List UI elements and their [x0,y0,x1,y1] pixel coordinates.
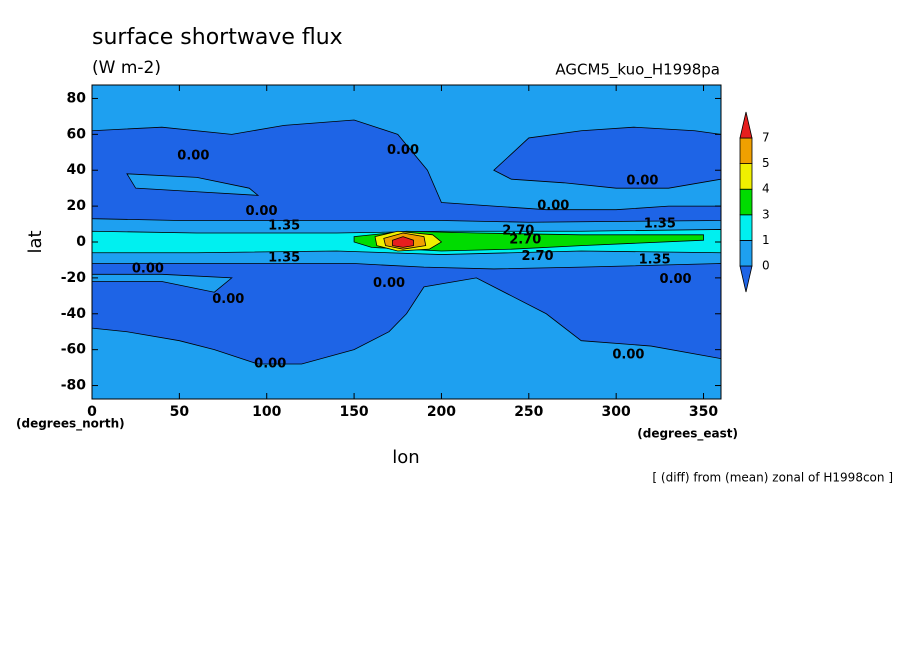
colorbar-label: 7 [762,131,770,145]
model-label: AGCM5_kuo_H1998pa [555,61,720,80]
contour-region [92,263,721,365]
y-tick-label: -40 [61,306,87,322]
y-unit: (degrees_north) [16,417,125,432]
colorbar-segment [739,214,753,241]
contour-label: 1.35 [639,252,671,267]
x-tick-label: 200 [427,404,456,420]
contour-label: 0.00 [387,143,419,158]
contour-label: 2.70 [509,233,541,248]
contour-label: 0.00 [212,292,244,307]
contour-label: 0.00 [132,261,164,276]
colorbar-segment [739,137,753,165]
contour-region [126,173,260,196]
contour-region [92,273,233,293]
colorbar-label: 0 [762,259,770,273]
contour-label: 0.00 [373,276,405,291]
y-tick-label: 20 [67,198,87,214]
y-tick-label: -80 [61,378,87,394]
colorbar-low [739,265,753,293]
colorbar-label: 4 [762,182,770,196]
contour-label: 0.00 [537,199,569,214]
contour-label: 0.00 [612,348,644,363]
plot-area: 0.00 0.000.000.000.001.35 2.702.701.351.35… [92,85,721,399]
x-unit: (degrees_east) [637,427,738,442]
x-tick-label: 0 [87,404,97,420]
x-axis-label: lon [392,447,419,468]
y-tick-label: 0 [76,234,86,250]
y-tick-label: 80 [67,90,87,106]
x-tick-label: 150 [339,404,368,420]
colorbar-label: 5 [762,156,770,170]
x-tick-label: 300 [602,404,631,420]
y-tick-label: 40 [67,162,87,178]
chart-subtitle: (W m-2) [92,58,161,78]
contour-region [392,236,414,248]
colorbar-label: 1 [762,233,770,247]
y-tick-label: 60 [67,126,87,142]
contour-label: 0.00 [626,173,658,188]
x-tick-label: 100 [252,404,281,420]
chart-title: surface shortwave flux [92,25,343,50]
contour-region [353,230,704,252]
contour-label: 0.00 [245,204,277,219]
colorbar-high [739,111,753,139]
contour-label: 1.35 [268,251,300,266]
contour-region [493,126,721,189]
y-axis-label: lat [25,230,46,253]
y-tick-label: -20 [61,270,87,286]
y-tick-label: -60 [61,342,87,358]
x-tick-label: 50 [170,404,190,420]
x-tick-label: 250 [514,404,543,420]
colorbar-segment [739,239,753,267]
colorbar-label: 3 [762,207,770,221]
colorbar-segment [739,188,753,216]
contour-label: 2.70 [522,249,554,264]
contour-label: 2.70 [502,224,534,239]
contour-region [92,119,721,223]
contour-label: 1.35 [268,218,300,233]
contour-label: 0.00 [177,148,209,163]
x-tick-label: 350 [689,404,718,420]
colorbar-segment [739,163,753,190]
contour-label: 1.35 [644,217,676,232]
contour-label: 0.00 [660,272,692,287]
note: [ (diff) from (mean) zonal of H1998con ] [652,471,893,485]
contour-label: 0.00 [254,357,286,372]
